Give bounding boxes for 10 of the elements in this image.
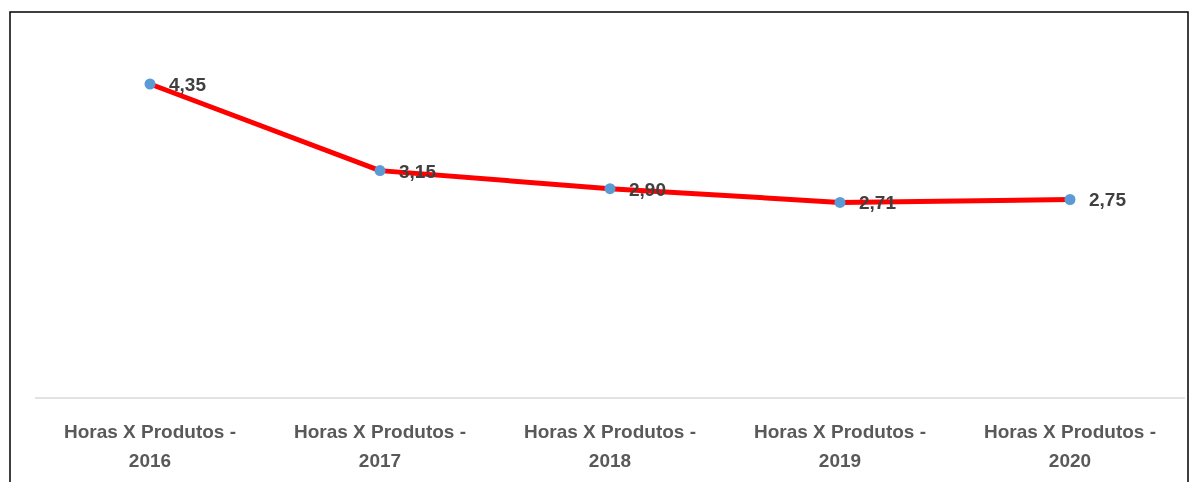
- x-tick-label: Horas X Produtos - 2016: [63, 421, 237, 471]
- x-tick-label: Horas X Produtos - 2019: [753, 421, 927, 471]
- data-label: 2,90: [629, 178, 666, 200]
- x-tick-label: Horas X Produtos - 2018: [523, 421, 697, 471]
- data-label: 4,35: [169, 74, 207, 95]
- x-tick-label: Horas X Produtos - 2017: [293, 421, 467, 471]
- data-label: 2,75: [1089, 189, 1127, 211]
- x-tick-label: Horas X Produtos - 2020: [983, 421, 1157, 471]
- data-label: 3,15: [399, 160, 437, 182]
- data-label: 2,71: [859, 192, 897, 214]
